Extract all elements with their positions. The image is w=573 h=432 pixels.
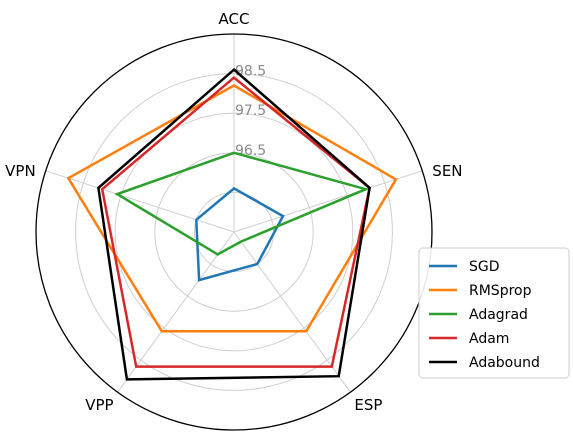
series-line-adam xyxy=(100,75,371,368)
legend-label-adabound: Adabound xyxy=(469,355,540,371)
series-line-rmsprop xyxy=(66,84,398,333)
axis-labels: ACC SEN ESP VPP VPN xyxy=(5,10,462,414)
grid-spoke xyxy=(233,170,423,233)
series-lines xyxy=(66,67,398,381)
axis-label-acc: ACC xyxy=(219,10,250,28)
axis-label-vpp: VPP xyxy=(85,396,113,414)
radial-tick-labels: 96.597.598.5 xyxy=(235,64,266,159)
outer-frame-circle xyxy=(35,33,433,431)
series-line-sgd xyxy=(195,186,285,282)
radial-tick-label: 97.5 xyxy=(235,103,266,119)
legend-label-adam: Adam xyxy=(469,331,509,347)
series-line-adagrad xyxy=(114,151,370,256)
grid-spoke xyxy=(45,170,235,233)
grid-spoke xyxy=(233,231,351,393)
axis-label-vpn: VPN xyxy=(5,162,36,180)
axis-label-esp: ESP xyxy=(354,396,382,414)
grid-spoke xyxy=(117,231,235,393)
axis-label-sen: SEN xyxy=(432,162,462,180)
legend-label-rmsprop: RMSprop xyxy=(469,283,532,299)
series-line-adabound xyxy=(97,67,371,381)
legend-label-sgd: SGD xyxy=(469,259,500,275)
radar-grid xyxy=(35,33,433,431)
radial-tick-label: 98.5 xyxy=(235,64,266,80)
legend-box xyxy=(418,247,570,379)
legend-label-adagrad: Adagrad xyxy=(469,307,528,323)
legend: SGD RMSprop Adagrad Adam Adabound xyxy=(418,247,570,379)
